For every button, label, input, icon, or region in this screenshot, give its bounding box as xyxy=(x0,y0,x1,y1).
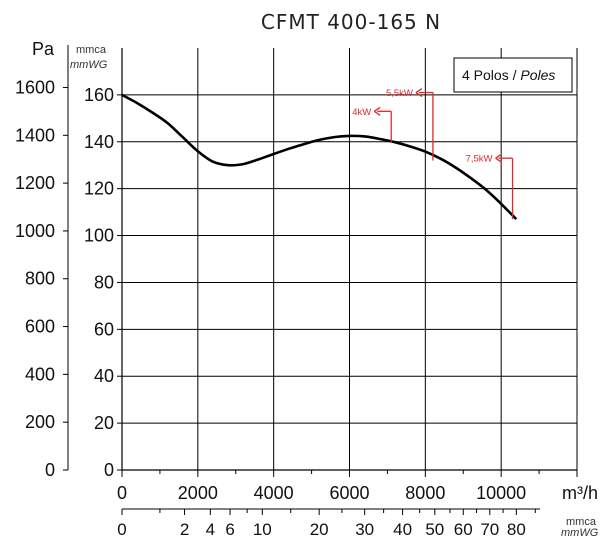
legend-regular: 4 Polos / xyxy=(462,67,520,83)
x2-tick-label: 20 xyxy=(310,520,329,538)
annotation-arrowhead xyxy=(415,88,423,98)
y-left-tick-label: 600 xyxy=(25,317,55,337)
y-left-axis: 0 200 400 600 800 1000 1200 1400 1600 xyxy=(15,45,69,480)
x2-tick-label: 0 xyxy=(117,520,126,538)
legend-text: 4 Polos / Poles xyxy=(462,67,555,83)
y-right-unit-italic: mmWG xyxy=(70,59,108,71)
legend: 4 Polos / Poles xyxy=(453,57,573,93)
y-right-axis: 0 20 40 60 80 100 120 140 160 xyxy=(84,85,122,480)
y-left-tick-label: 1200 xyxy=(15,173,55,193)
y-right-tick-label: 0 xyxy=(104,460,114,480)
x-tick-label: 0 xyxy=(117,483,127,503)
y-right-tick-label: 60 xyxy=(94,319,114,339)
x-tick-label: 4000 xyxy=(254,483,294,503)
x2-tick-label: 50 xyxy=(425,520,444,538)
y-right-tick-label: 80 xyxy=(94,272,114,292)
chart-title: CFMT 400-165 N xyxy=(261,10,441,34)
x-axis-unit: m³/h xyxy=(562,483,598,503)
y-right-tick-label: 140 xyxy=(84,132,114,152)
annotation-arrowhead xyxy=(495,153,502,163)
x-tick-label: 2000 xyxy=(178,483,218,503)
legend-italic: Poles xyxy=(520,67,555,83)
annotations: 5,5kW 4kW 7,5kW xyxy=(352,88,514,220)
x2-axis-unit-italic: mmWG xyxy=(561,527,599,538)
annotation-label: 5,5kW xyxy=(386,88,413,99)
annotation-label: 4kW xyxy=(352,107,371,118)
y-left-tick-label: 1000 xyxy=(15,221,55,241)
x-axis: 0 2000 4000 6000 8000 10000 xyxy=(117,470,578,503)
y-right-tick-label: 40 xyxy=(94,366,114,386)
x2-tick-label: 4 xyxy=(206,520,215,538)
x2-tick-label: 6 xyxy=(225,520,234,538)
grid xyxy=(121,48,578,471)
annotation-label: 7,5kW xyxy=(466,154,493,165)
x2-axis-unit: mmca xyxy=(566,516,597,528)
x-tick-label: 6000 xyxy=(329,483,369,503)
y-left-tick-label: 200 xyxy=(25,412,55,432)
y-right-tick-label: 120 xyxy=(84,179,114,199)
y-left-tick-label: 800 xyxy=(25,269,55,289)
x-tick-label: 10000 xyxy=(476,483,526,503)
x2-tick-label: 30 xyxy=(355,520,374,538)
x2-tick-label: 40 xyxy=(393,520,412,538)
y-right-unit: mmca xyxy=(76,44,107,56)
x2-tick-label: 2 xyxy=(180,520,189,538)
y-left-tick-label: 400 xyxy=(25,364,55,384)
x2-axis: 0 2 4 6 10 20 30 40 50 60 70 80 xyxy=(117,508,540,538)
x2-tick-label: 70 xyxy=(480,520,499,538)
y-left-tick-label: 1600 xyxy=(15,77,55,97)
y-right-tick-label: 20 xyxy=(94,413,114,433)
x2-tick-label: 80 xyxy=(507,520,526,538)
y-right-tick-label: 100 xyxy=(84,226,114,246)
x-tick-label: 8000 xyxy=(405,483,445,503)
x2-tick-label: 10 xyxy=(253,520,272,538)
y-left-unit: Pa xyxy=(32,39,55,59)
legend-box xyxy=(453,57,573,93)
series-line xyxy=(121,93,518,221)
x2-tick-label: 60 xyxy=(454,520,473,538)
annotation-arrowhead xyxy=(373,106,381,116)
y-right-tick-label: 160 xyxy=(84,85,114,105)
y-left-tick-label: 1400 xyxy=(15,125,55,145)
y-left-tick-label: 0 xyxy=(45,460,55,480)
